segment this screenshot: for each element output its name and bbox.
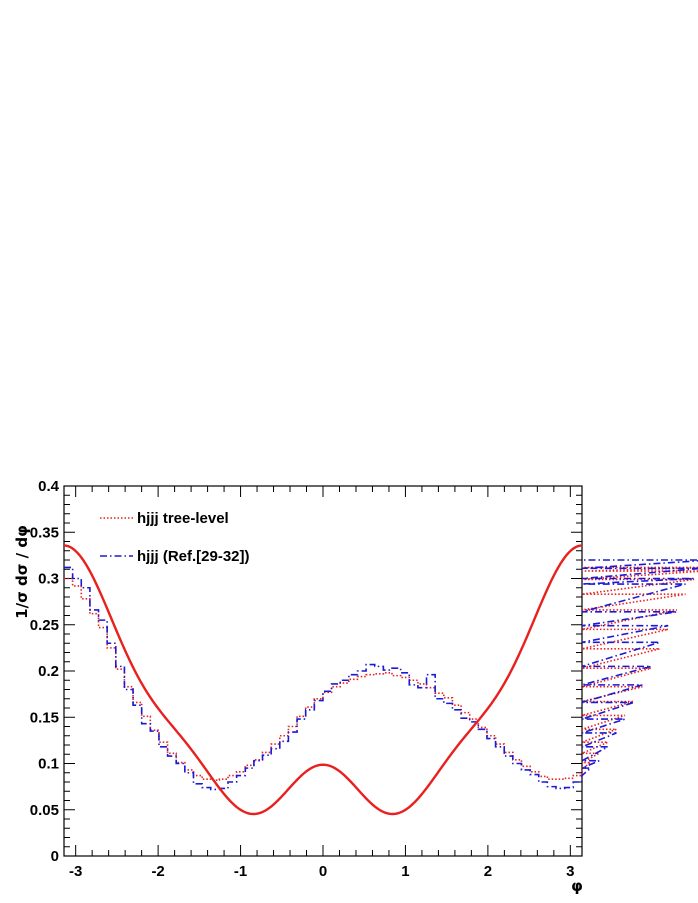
x-tick-label: 0: [319, 863, 327, 880]
x-tick-labels: -3 -2 -1 0 1 2 3: [69, 863, 574, 880]
y-tick-label: 0.15: [30, 709, 59, 726]
y-tick-label: 0.35: [30, 524, 59, 541]
plot-frame: [63, 485, 583, 857]
series-layer: [63, 544, 698, 816]
y-tick-label: 0.25: [30, 617, 59, 634]
y-tick-labels: 0 0.05 0.1 0.15 0.2 0.25 0.3 0.35 0.4: [30, 478, 60, 865]
legend-label-ref: hjjj (Ref.[29-32]): [137, 548, 250, 565]
y-tick-label: 0: [51, 848, 59, 865]
y-tick-label: 0.4: [38, 478, 60, 495]
x-tick-label: 1: [401, 863, 409, 880]
y-tick-label: 0.3: [38, 571, 59, 588]
y-tick-label: 0.2: [38, 663, 59, 680]
legend-label-tree-level: hjjj tree-level: [137, 510, 229, 527]
legend: hjjj tree-level hjjj (Ref.[29-32]): [100, 510, 250, 565]
x-tick-label: -3: [69, 863, 82, 880]
x-tick-label: 3: [566, 863, 574, 880]
x-tick-label: -2: [151, 863, 164, 880]
x-tick-label: -1: [234, 863, 247, 880]
y-tick-label: 0.1: [38, 756, 59, 773]
y-axis-title: 1/σ dσ / dφ: [13, 525, 31, 619]
series-tree-level-histogram: [64, 566, 698, 781]
y-tick-label: 0.05: [30, 802, 59, 819]
x-axis-title: φ: [571, 877, 583, 895]
series-fit-curve: [63, 544, 583, 816]
axis-ticks: [64, 485, 582, 857]
x-tick-label: 2: [484, 863, 492, 880]
series-ref-histogram: [64, 559, 698, 791]
